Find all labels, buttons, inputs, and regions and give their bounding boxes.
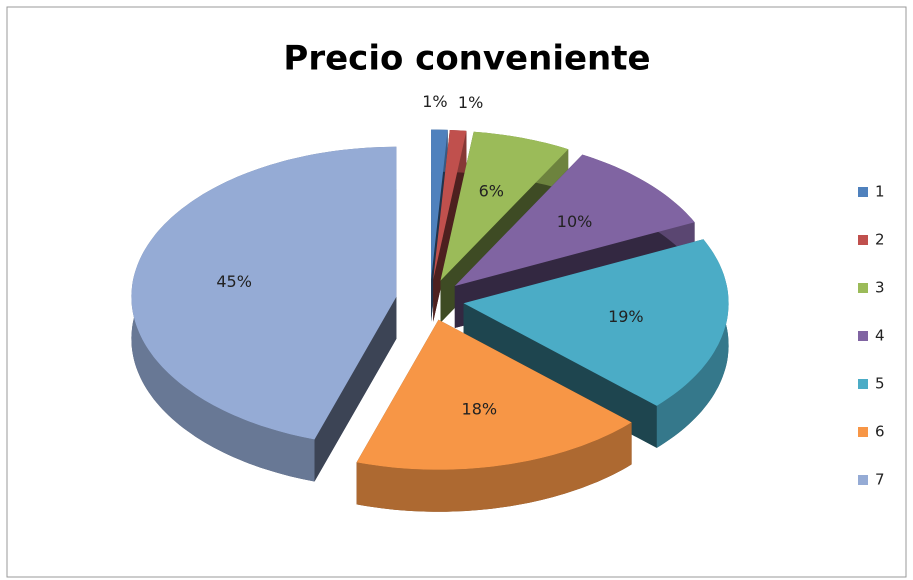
data-label: 18% — [462, 399, 498, 418]
data-label: 6% — [479, 182, 504, 201]
legend-swatch — [858, 427, 868, 437]
slice-wall — [314, 296, 397, 482]
data-label: 10% — [557, 212, 593, 231]
slice-top — [131, 146, 397, 440]
slice-top — [356, 319, 632, 470]
legend-label: 1 — [875, 183, 885, 201]
legend-label: 6 — [875, 423, 885, 441]
data-label: 1% — [458, 93, 483, 112]
legend-swatch — [858, 187, 868, 197]
legend-swatch — [858, 283, 868, 293]
legend-label: 5 — [875, 375, 885, 393]
legend-label: 7 — [875, 471, 885, 489]
data-label: 45% — [216, 272, 252, 291]
slice-wall — [433, 130, 467, 322]
chart-title: Precio conveniente — [283, 39, 650, 79]
legend-label: 2 — [875, 231, 885, 249]
slice-side — [356, 422, 632, 512]
slice — [131, 146, 397, 482]
slice-top — [431, 129, 448, 280]
data-label: 1% — [422, 92, 447, 111]
slice — [463, 239, 729, 448]
legend-swatch — [858, 475, 868, 485]
slice-side — [656, 239, 729, 448]
legend-label: 4 — [875, 327, 885, 345]
slice — [356, 319, 632, 512]
data-label: 19% — [608, 307, 644, 326]
legend-swatch — [858, 235, 868, 245]
legend-swatch — [858, 331, 868, 341]
slice-top — [463, 239, 729, 406]
legend-swatch — [858, 379, 868, 389]
slice-top — [433, 130, 467, 280]
slice-top — [440, 131, 569, 281]
legend-label: 3 — [875, 279, 885, 297]
slice-top — [454, 154, 695, 286]
